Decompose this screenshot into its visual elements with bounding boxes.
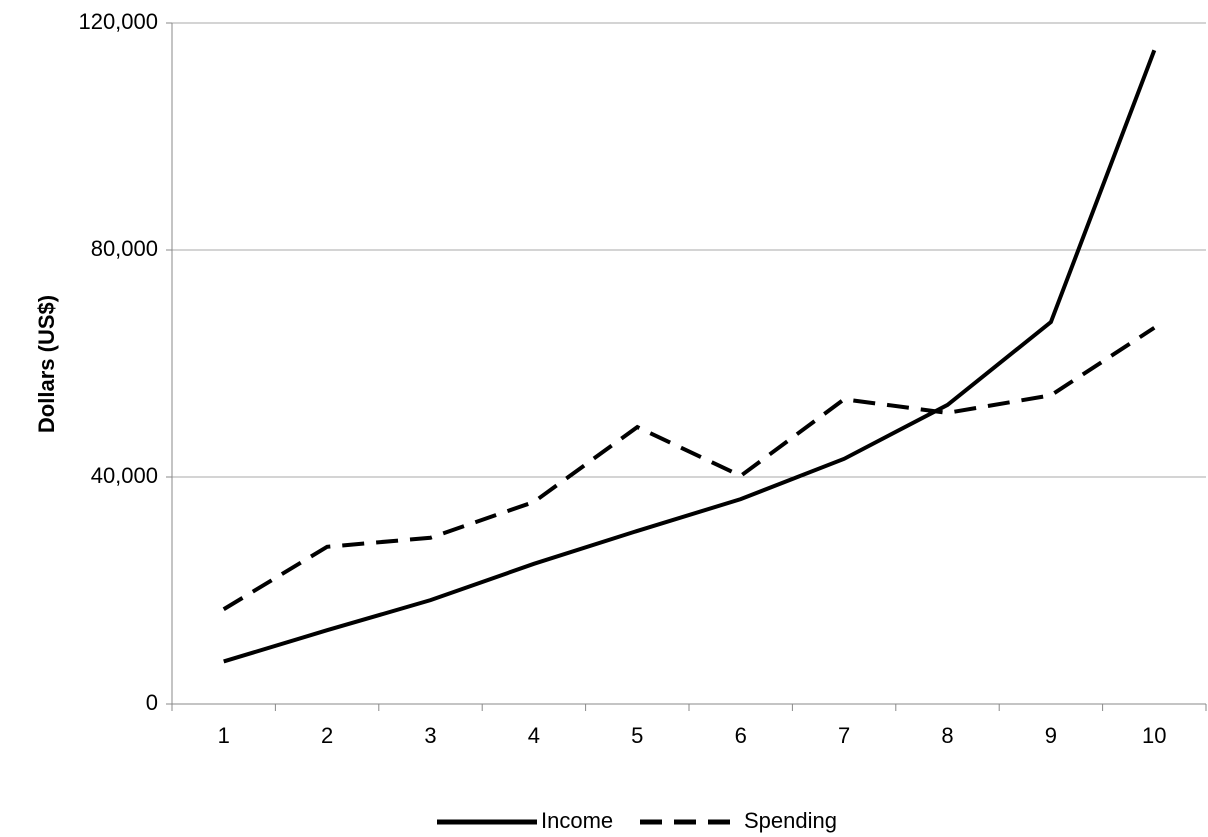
y-tick-label: 120,000 [78,9,158,34]
y-tick-label: 40,000 [91,463,158,488]
x-tick-label: 3 [424,723,436,748]
y-tick-label: 80,000 [91,236,158,261]
y-axis-label: Dollars (US$) [34,295,59,433]
x-tick-label: 10 [1142,723,1166,748]
x-tick-label: 1 [218,723,230,748]
x-tick-label: 7 [838,723,850,748]
x-tick-label: 4 [528,723,540,748]
legend-label: Spending [744,808,837,833]
x-tick-label: 9 [1045,723,1057,748]
series-line [222,326,1156,611]
series-line [223,49,1157,664]
x-tick-label: 2 [321,723,333,748]
x-tick-label: 6 [735,723,747,748]
x-tick-label: 8 [941,723,953,748]
legend-label: Income [541,808,613,833]
x-tick-label: 5 [631,723,643,748]
y-tick-label: 0 [146,690,158,715]
